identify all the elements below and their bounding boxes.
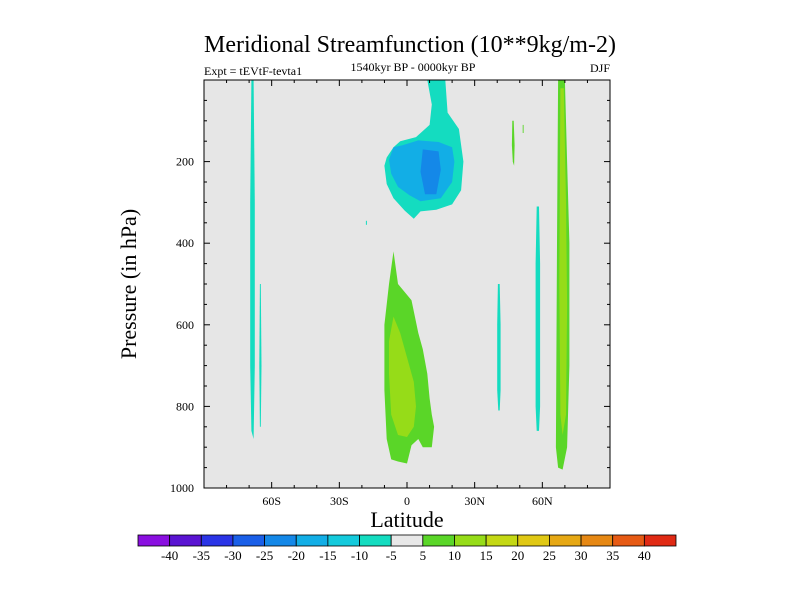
- contour-region-nh-upper-positive-streak: [511, 120, 515, 166]
- colorbar-label: 15: [480, 548, 493, 563]
- contour-region-sh-polar-negative-streak: [250, 80, 255, 439]
- x-axis-label: Latitude: [370, 507, 443, 532]
- colorbar: -40 -35 -30 -25 -20 -15 -10 -5 5 10 15 20 25 30 35 40: [137, 534, 677, 563]
- contour-region-nh-upper-positive-dot: [522, 124, 524, 133]
- experiment-label: Expt = tEVtF-tevta1: [204, 64, 302, 78]
- colorbar-label: -40: [161, 548, 178, 563]
- y-tick-label: 600: [176, 318, 194, 332]
- colorbar-label: -10: [351, 548, 368, 563]
- colorbar-swatch: [612, 534, 645, 547]
- colorbar-label: -20: [288, 548, 305, 563]
- colorbar-label: 10: [448, 548, 461, 563]
- colorbar-swatch: [643, 534, 677, 547]
- contour-region-midlat-nh-negative-streak-2: [535, 206, 541, 431]
- colorbar-swatch: [390, 534, 424, 547]
- colorbar-swatch: [137, 534, 171, 547]
- y-axis-label: Pressure (in hPa): [116, 209, 141, 359]
- colorbar-label: -30: [224, 548, 241, 563]
- contour-region-sh-polar-negative-streak-2: [259, 284, 262, 427]
- y-tick-label: 200: [176, 155, 194, 169]
- colorbar-swatch: [517, 534, 550, 547]
- period-label: 1540kyr BP - 0000kyr BP: [351, 60, 476, 74]
- colorbar-swatch: [264, 534, 297, 547]
- colorbar-label: -25: [256, 548, 273, 563]
- colorbar-swatch: [549, 534, 582, 547]
- contour-region-tropical-upper-negative-core: [420, 149, 441, 195]
- colorbar-swatch: [359, 534, 392, 547]
- colorbar-label: 5: [420, 548, 427, 563]
- contour-region-midlat-nh-negative-streak: [497, 284, 501, 411]
- colorbar-swatch: [422, 534, 455, 547]
- x-axis-ticks: 60S 30S 0 30N 60N: [203, 80, 611, 508]
- contour-region-sh-subtropic-dot: [365, 220, 367, 225]
- contour-region-tropical-lower-positive-inner: [389, 316, 416, 437]
- colorbar-swatch: [327, 534, 360, 547]
- colorbar-label: 25: [543, 548, 556, 563]
- y-tick-label: 400: [176, 236, 194, 250]
- colorbar-label: -5: [386, 548, 397, 563]
- colorbar-label: 20: [511, 548, 524, 563]
- colorbar-swatch: [485, 534, 519, 547]
- colorbar-swatch: [580, 534, 614, 547]
- colorbar-swatch: [454, 534, 487, 547]
- x-tick-label: 0: [404, 494, 410, 508]
- colorbar-label: 35: [606, 548, 619, 563]
- colorbar-label: 40: [638, 548, 651, 563]
- colorbar-label: -15: [319, 548, 336, 563]
- season-label: DJF: [590, 61, 610, 75]
- contour-region-nh-polar-positive-inner: [559, 88, 568, 435]
- y-axis-ticks: 200 400 600 800 1000: [170, 99, 610, 495]
- colorbar-swatch: [200, 534, 234, 547]
- chart-title: Meridional Streamfunction (10**9kg/m-2): [204, 32, 616, 58]
- x-tick-label: 30S: [330, 494, 349, 508]
- colorbar-swatch: [232, 534, 265, 547]
- colorbar-label: -35: [193, 548, 210, 563]
- x-tick-label: 60N: [532, 494, 553, 508]
- contour-fills: [250, 80, 570, 470]
- x-tick-label: 30N: [464, 494, 485, 508]
- y-tick-label: 800: [176, 399, 194, 413]
- colorbar-swatch: [295, 534, 329, 547]
- y-tick-label: 1000: [170, 481, 194, 495]
- colorbar-swatch: [169, 534, 202, 547]
- colorbar-label: 30: [575, 548, 588, 563]
- x-tick-label: 60S: [262, 494, 281, 508]
